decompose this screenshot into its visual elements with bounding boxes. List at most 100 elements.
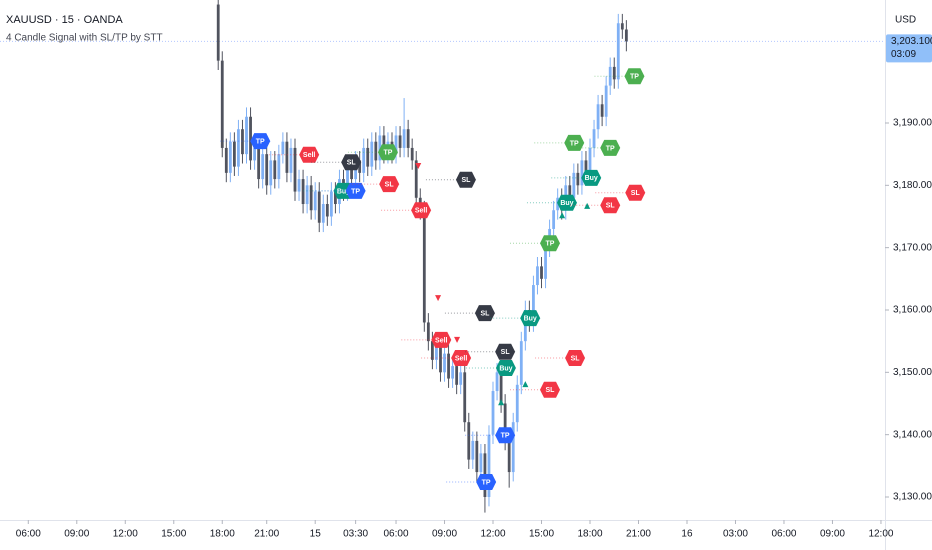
signal-triangle [415,162,422,169]
signal-triangle [522,381,529,388]
candle-body [467,422,471,460]
candle-body [459,372,463,385]
candle-body [329,191,333,217]
signal-label: Buy [560,200,573,207]
chart-title: XAUUSD · 15 · OANDA [6,14,123,26]
signal-badge [431,331,452,348]
x-tick-label: 06:00 [771,529,796,540]
candle-body [540,266,543,279]
candle-body [285,141,289,173]
candle-body [576,172,580,186]
candle-body [374,141,378,161]
signal-badge [565,349,586,366]
candle-body [568,185,572,198]
candle-body [224,147,228,173]
signal-label: Buy [585,175,598,182]
signal-label: SL [461,177,471,184]
candle-body [435,347,438,360]
x-tick-label: 03:00 [723,529,748,540]
y-tick-label: 3,160.000 [893,305,932,316]
candle-body [253,147,256,161]
signal-badge [455,171,476,188]
signal-label: SL [631,190,641,197]
signal-label: SL [606,203,616,210]
candle-body [519,341,523,385]
signal-badge [411,202,432,219]
signal-label: Sell [435,337,448,344]
candle-body [491,391,495,435]
y-tick-label: 3,150.000 [893,367,932,378]
candle-body [220,60,224,148]
signal-label: TP [482,479,491,486]
signal-label: Sell [415,208,428,215]
candle-body [447,353,450,379]
signal-label: Buy [499,365,512,372]
candle-body [503,403,507,441]
candle-body [463,372,467,423]
candle-body [216,4,220,61]
signal-triangle [559,212,566,219]
candle-body [277,154,281,180]
y-tick-label: 3,130.000 [893,492,932,503]
signal-label: TP [501,433,510,440]
x-tick-label: 12:00 [113,529,138,540]
candle-body [620,23,624,30]
signal-badge [564,134,585,151]
candle-body [370,141,374,167]
candle-body [317,191,321,223]
candle-body [624,29,628,42]
candle-body [232,141,236,167]
indicator-name: 4 Candle Signal with SL/TP by STT [6,33,163,44]
signal-badge [379,176,400,193]
x-tick-label: 09:00 [820,529,845,540]
candle-body [402,129,406,148]
candle-body [228,141,232,173]
signal-label: TP [546,241,555,248]
x-tick-label: 21:00 [254,529,279,540]
currency-label: USD [895,15,916,26]
candle-body [245,116,248,155]
candle-body [281,141,285,155]
last-price-label: 3,203.100 [891,36,932,47]
candle-body [544,247,547,279]
last-price-box [886,34,932,63]
x-tick-label: 09:00 [64,529,89,540]
x-tick-label: 21:00 [626,529,651,540]
x-tick-label: 15:00 [529,529,554,540]
candle-body [552,210,556,229]
candle-body [289,147,293,173]
candle-body [313,191,317,211]
signal-badge [600,197,621,214]
signal-badge [495,343,516,360]
signal-label: TP [630,74,639,81]
signal-triangle [454,336,461,343]
candle-body [249,116,252,161]
candle-body [479,453,483,473]
signal-label: Buy [524,315,537,322]
candle-body [269,160,273,186]
candle-body [305,185,309,205]
candle-body [475,440,479,473]
candle-body [499,372,503,404]
candle-body [507,440,511,473]
candle-body [257,147,261,180]
signal-badge [539,381,560,398]
candle-body [451,366,455,379]
candle-body [604,85,608,117]
candle-body [366,147,370,167]
signal-triangle [435,295,442,302]
candle-body [358,160,362,173]
candle-body [301,179,305,205]
x-tick-label: 09:00 [432,529,457,540]
x-tick-label: 15 [310,529,322,540]
signal-badge [451,349,472,366]
candle-body [414,160,418,198]
candle-body [350,166,353,180]
candle-body [261,154,265,180]
candle-body [265,154,269,186]
candle-body [321,204,325,223]
signal-label: Buy [337,188,350,195]
